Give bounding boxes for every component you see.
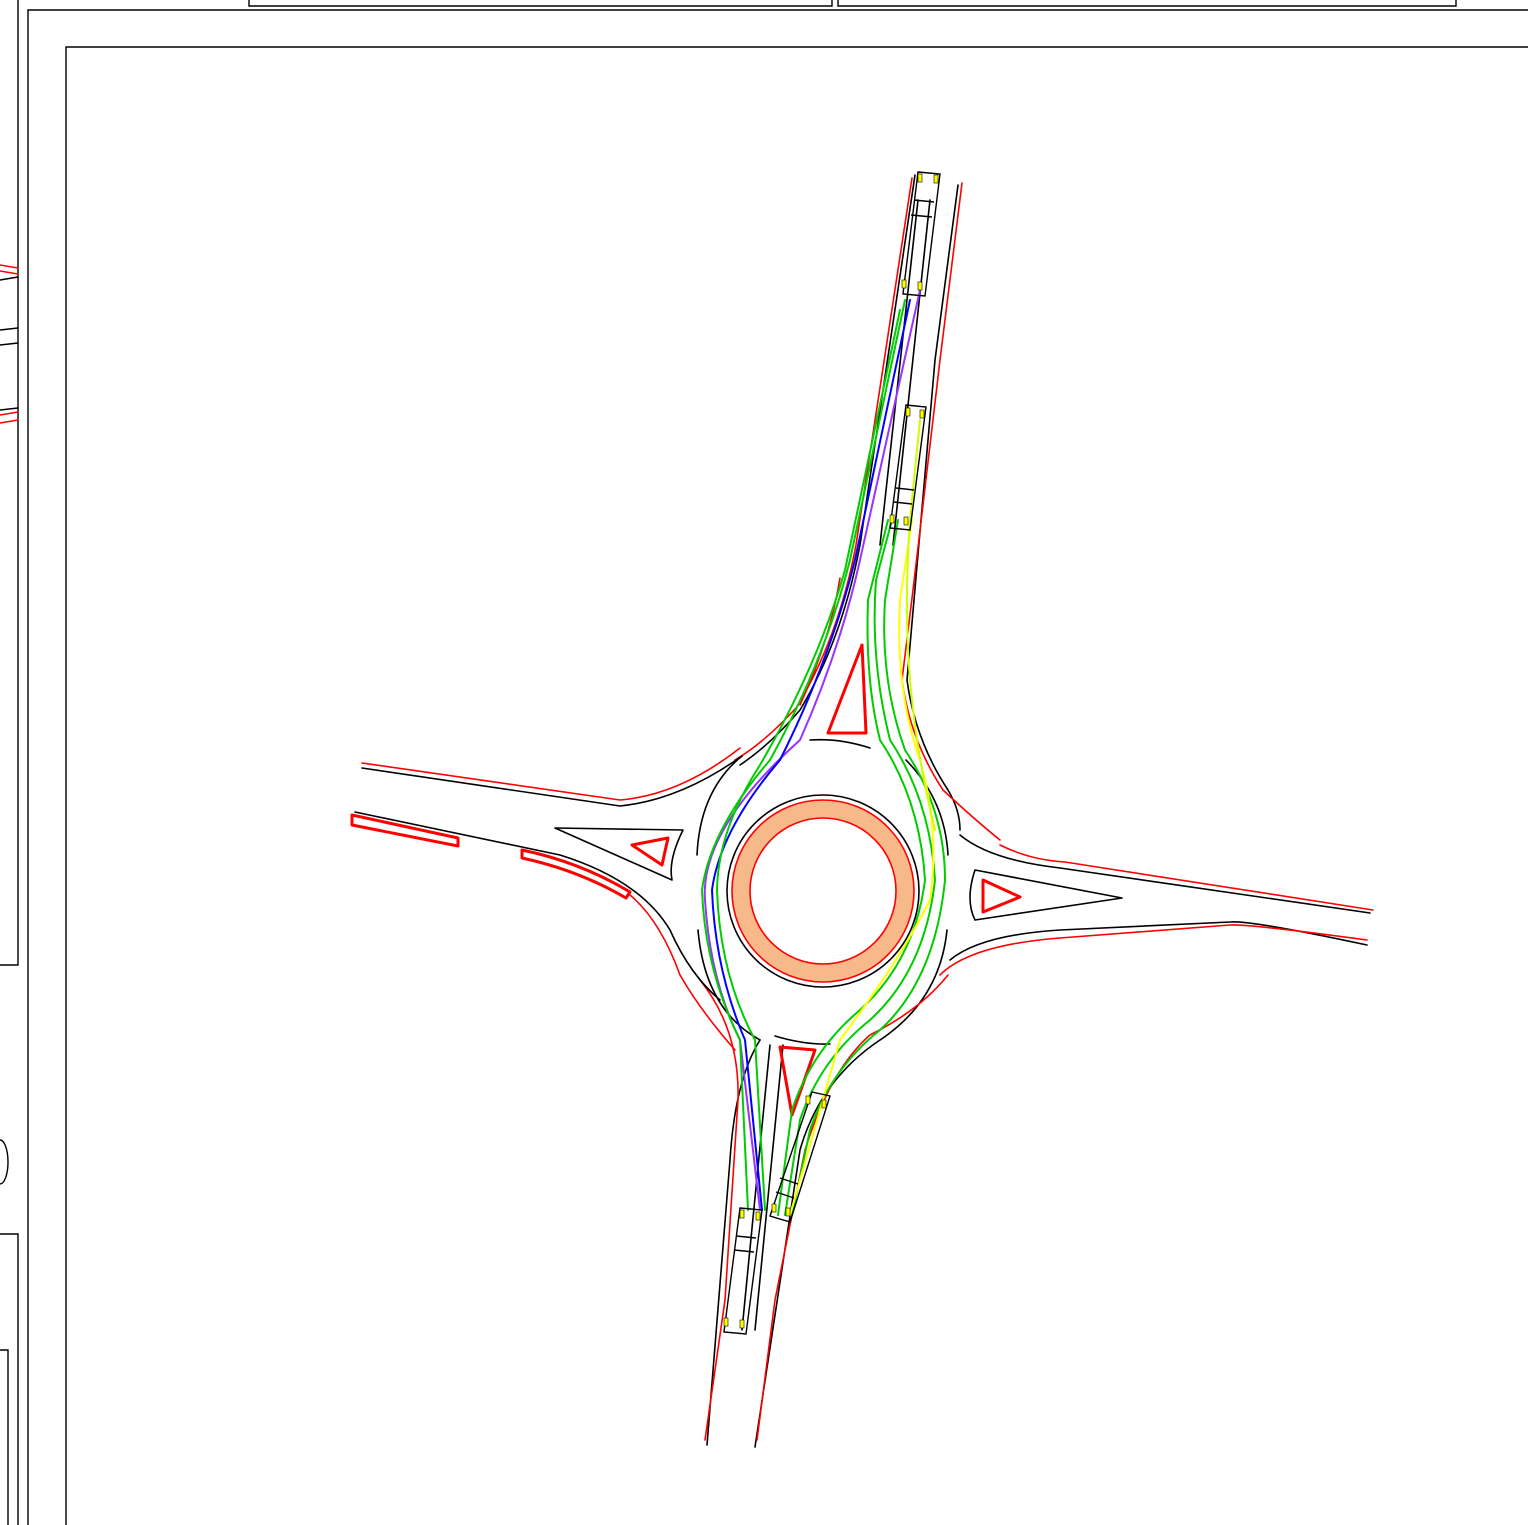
circulatory-bottom-chord [774, 1035, 831, 1045]
south-leg [699, 974, 949, 1448]
central-island-apron [732, 800, 914, 982]
east-leg [939, 834, 1374, 976]
left-strip-circle [0, 1139, 9, 1185]
vehicle-north-top [901, 171, 941, 297]
swept-path-purple-1 [703, 289, 921, 1211]
inner-frame-line [65, 46, 1528, 1525]
west-leg-lower-curb [629, 894, 736, 1051]
east-leg-upper-curb [999, 844, 1374, 911]
swept-path-green-3 [784, 519, 936, 1216]
left-strip-road-red-b [0, 411, 19, 424]
south-leg-median [741, 1044, 784, 1331]
north-leg-median-right [892, 199, 931, 546]
circulatory-arc-se [879, 929, 948, 1041]
vehicle-north-mid [889, 404, 927, 531]
swept-path-blue-1 [711, 299, 911, 1211]
south-splitter-island [778, 1045, 817, 1117]
swept-path-yellow-2 [905, 419, 936, 831]
central-island [726, 794, 920, 988]
east-leg-lower-edge [949, 921, 1368, 961]
west-leg-upper-edge [361, 755, 743, 807]
outer-frame-line [27, 9, 1528, 1525]
swept-paths [701, 289, 946, 1216]
swept-path-green-4 [791, 519, 946, 1216]
west-leg [350, 747, 743, 1051]
circulatory-arc-ne [905, 759, 949, 856]
east-leg-lower-curb [939, 924, 1368, 976]
south-leg-left-curb [699, 979, 739, 1441]
west-parking-bay-a [350, 813, 460, 848]
vehicle-south-right [769, 1091, 831, 1223]
left-strip-border [0, 0, 19, 966]
swept-path-green-2 [716, 309, 901, 1211]
vehicles [723, 171, 941, 1335]
central-island-outer-curb [731, 799, 915, 983]
east-leg-upper-edge [959, 834, 1371, 914]
circulatory-top-chord [809, 738, 871, 749]
west-parking-bay-b [520, 848, 632, 900]
left-strip-road-blk-a [0, 276, 19, 346]
north-leg-left-curb [734, 177, 913, 761]
left-strip-road-red-a [0, 264, 19, 275]
vehicle-south-left [723, 1207, 763, 1335]
swept-path-green-1 [701, 299, 906, 1211]
west-leg-upper-curb [361, 747, 741, 801]
swept-path-yellow-1 [789, 519, 935, 1216]
circulatory-arc-nw [696, 755, 743, 856]
left-strip-road-blk-b [0, 407, 19, 411]
central-island-inner-curb [749, 817, 897, 965]
left-strip-lower-box [0, 1233, 19, 1525]
west-splitter-edge [554, 827, 684, 881]
north-leg-right-edge [906, 184, 961, 831]
north-leg-median-left [879, 199, 919, 546]
left-strip-small-box [0, 1349, 9, 1525]
south-leg-right-edge [754, 1039, 881, 1448]
north-leg-left-edge [739, 174, 916, 766]
north-splitter-island [826, 643, 868, 735]
west-leg-lower-edge [354, 811, 721, 1001]
east-splitter-island [981, 878, 1022, 914]
west-splitter-island [630, 836, 670, 867]
south-leg-right-curb [756, 974, 949, 1441]
title-block-top-left [248, 0, 833, 7]
swept-path-green-5 [777, 519, 926, 1216]
title-block-top-right [837, 0, 1457, 7]
east-splitter-edge [969, 869, 1123, 921]
central-island-edge [726, 794, 920, 988]
